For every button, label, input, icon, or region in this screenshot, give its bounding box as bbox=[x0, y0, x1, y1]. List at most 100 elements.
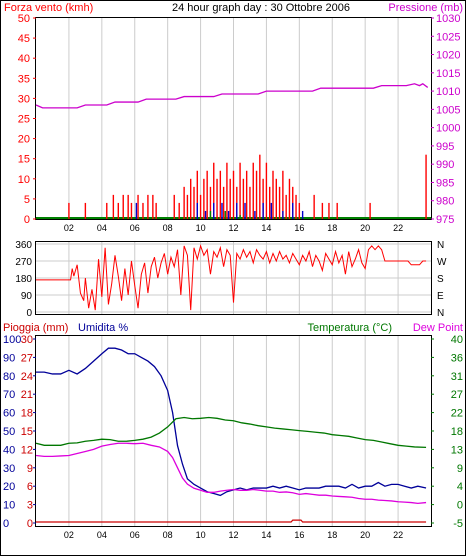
humidity-y-tick-label: 40 bbox=[3, 444, 15, 456]
temperature-y-tick-label: 9 bbox=[457, 463, 463, 475]
pressure-y-tick-label: 1020 bbox=[436, 50, 460, 62]
x-tick-label: 04 bbox=[97, 530, 107, 540]
temperature-y-tick-label: 4 bbox=[457, 481, 463, 493]
temperature-y-tick-label: 31 bbox=[451, 371, 463, 383]
pressure-y-tick-label: 1025 bbox=[436, 31, 460, 43]
wind-y-tick-label: 25 bbox=[18, 114, 30, 126]
pressure-y-tick-label: 1005 bbox=[436, 104, 460, 116]
dewpoint-line bbox=[35, 442, 427, 505]
temperature-y-tick-label: 36 bbox=[451, 352, 463, 364]
temperature-y-tick-label: 18 bbox=[451, 426, 463, 438]
rain-y-tick-label: 30 bbox=[21, 334, 33, 346]
pressure-y-tick-label: 1010 bbox=[436, 86, 460, 98]
x-tick-label: 16 bbox=[294, 223, 304, 233]
temperature-y-tick-label: -5 bbox=[453, 518, 463, 530]
temperature-y-tick-label: 27 bbox=[451, 389, 463, 401]
humidity-y-tick-label: 30 bbox=[3, 463, 15, 475]
temperature-y-tick-label: 22 bbox=[451, 408, 463, 420]
wind-y-tick-label: 10 bbox=[18, 174, 30, 186]
x-tick-label: 14 bbox=[261, 530, 271, 540]
x-tick-label: 14 bbox=[261, 223, 271, 233]
pressure-y-tick-label: 990 bbox=[436, 159, 454, 171]
direction-y-tick-label: 270 bbox=[15, 257, 32, 268]
temperature-line bbox=[35, 416, 427, 449]
humidity-y-tick-label: 10 bbox=[3, 500, 15, 512]
pressure-y-tick-label: 985 bbox=[436, 177, 454, 189]
temperature-y-tick-label: 40 bbox=[451, 334, 463, 346]
pressure-y-tick-label: 1030 bbox=[436, 13, 460, 25]
humidity-y-tick-label: 50 bbox=[3, 426, 15, 438]
direction-y-tick-label: 180 bbox=[15, 274, 32, 285]
marks-layer bbox=[35, 83, 431, 523]
x-tick-label: 12 bbox=[228, 223, 238, 233]
x-tick-label: 02 bbox=[64, 223, 74, 233]
wind-y-tick-label: 40 bbox=[18, 53, 30, 65]
x-tick-label: 10 bbox=[196, 223, 206, 233]
rain-y-tick-label: 24 bbox=[21, 371, 33, 383]
x-tick-label: 18 bbox=[327, 530, 337, 540]
x-tick-label: 06 bbox=[130, 223, 140, 233]
rain-y-tick-label: 6 bbox=[27, 481, 33, 493]
humidity-axis-title: Umidita % bbox=[78, 322, 128, 334]
x-tick-label: 08 bbox=[163, 223, 173, 233]
pressure-axis-title: Pressione (mb) bbox=[388, 2, 463, 14]
rain-y-tick-label: 12 bbox=[21, 444, 33, 456]
pressure-y-tick-label: 1000 bbox=[436, 123, 460, 135]
x-tick-label: 22 bbox=[393, 530, 403, 540]
temperature-y-tick-label: 13 bbox=[451, 444, 463, 456]
direction-y-tick-label: 360 bbox=[15, 240, 32, 251]
chart-title: 24 hour graph day : 30 Ottobre 2006 bbox=[172, 2, 350, 14]
rain-y-tick-label: 15 bbox=[21, 426, 33, 438]
wind-y-tick-label: 5 bbox=[24, 194, 30, 206]
temperature-y-tick-label: 0 bbox=[457, 500, 463, 512]
x-tick-label: 20 bbox=[360, 223, 370, 233]
humidity-y-tick-label: 70 bbox=[3, 389, 15, 401]
x-tick-label: 16 bbox=[294, 530, 304, 540]
direction-y-tick-label: 0 bbox=[26, 308, 32, 319]
x-tick-label: 22 bbox=[393, 223, 403, 233]
x-tick-label: 08 bbox=[163, 530, 173, 540]
rain-y-tick-label: 27 bbox=[21, 352, 33, 364]
wind-y-tick-label: 20 bbox=[18, 134, 30, 146]
direction-line bbox=[36, 244, 427, 311]
pressure-line bbox=[35, 83, 429, 109]
humidity-y-tick-label: 80 bbox=[3, 371, 15, 383]
rain-y-tick-label: 3 bbox=[27, 500, 33, 512]
rain-line bbox=[36, 519, 427, 523]
wind-y-tick-label: 0 bbox=[24, 214, 30, 226]
x-tick-label: 02 bbox=[64, 530, 74, 540]
humidity-y-tick-label: 0 bbox=[3, 518, 9, 530]
compass-label: W bbox=[437, 257, 447, 268]
x-tick-label: 20 bbox=[360, 530, 370, 540]
compass-label: E bbox=[437, 291, 444, 302]
pressure-y-tick-label: 980 bbox=[436, 196, 454, 208]
pressure-y-tick-label: 995 bbox=[436, 141, 454, 153]
rain-axis-title: Pioggia (mm) bbox=[3, 322, 68, 334]
direction-y-tick-label: 90 bbox=[21, 291, 33, 302]
x-tick-label: 10 bbox=[196, 530, 206, 540]
compass-label: N bbox=[437, 308, 444, 319]
wind-y-tick-label: 50 bbox=[18, 13, 30, 25]
temperature-axis-title: Temperatura (°C) bbox=[308, 322, 392, 334]
x-tick-label: 12 bbox=[228, 530, 238, 540]
humidity-y-tick-label: 100 bbox=[3, 334, 21, 346]
compass-label: S bbox=[437, 274, 444, 285]
rain-y-tick-label: 18 bbox=[21, 408, 33, 420]
rain-y-tick-label: 21 bbox=[21, 389, 33, 401]
rain-y-tick-label: 9 bbox=[27, 463, 33, 475]
dewpoint-axis-title: Dew Point bbox=[413, 322, 463, 334]
wind-y-tick-label: 35 bbox=[18, 73, 30, 85]
x-tick-label: 06 bbox=[130, 530, 140, 540]
pressure-y-tick-label: 1015 bbox=[436, 68, 460, 80]
tick-labels-layer: 0202040406060808101012121414161618182020… bbox=[3, 13, 463, 540]
wind-axis-title: Forza vento (kmh) bbox=[4, 2, 93, 14]
wind-y-tick-label: 45 bbox=[18, 33, 30, 45]
compass-label: N bbox=[437, 240, 444, 251]
rain-y-tick-label: 0 bbox=[27, 518, 33, 530]
humidity-y-tick-label: 60 bbox=[3, 408, 15, 420]
x-tick-label: 04 bbox=[97, 223, 107, 233]
wind-y-tick-label: 30 bbox=[18, 93, 30, 105]
pressure-y-tick-label: 975 bbox=[436, 214, 454, 226]
